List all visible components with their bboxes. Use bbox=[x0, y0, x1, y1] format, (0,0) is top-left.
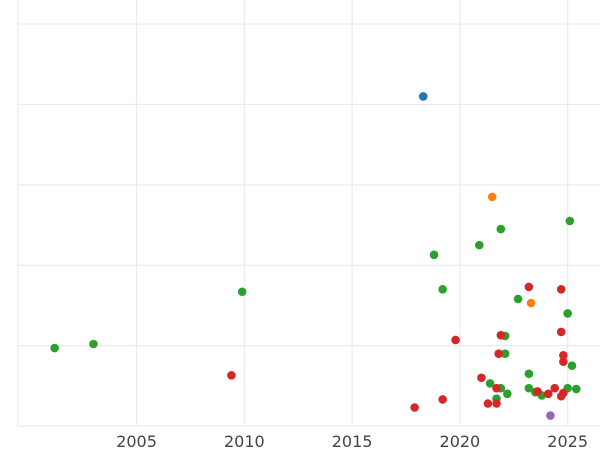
x-tick-label: 2010 bbox=[224, 432, 265, 450]
data-point bbox=[89, 339, 98, 349]
data-point bbox=[438, 395, 447, 404]
data-point bbox=[556, 285, 566, 294]
data-point bbox=[483, 399, 493, 408]
data-point bbox=[571, 384, 581, 394]
data-point bbox=[524, 282, 534, 292]
gridlines bbox=[17, 0, 600, 427]
data-point bbox=[533, 387, 542, 396]
data-point bbox=[556, 327, 566, 337]
data-point bbox=[559, 350, 568, 360]
x-tick-label: 2020 bbox=[440, 432, 481, 450]
x-tick-label: 2005 bbox=[116, 432, 157, 450]
data-point bbox=[429, 250, 439, 260]
data-point bbox=[496, 330, 506, 340]
data-point bbox=[524, 383, 534, 393]
data-point bbox=[494, 349, 503, 358]
data-point bbox=[559, 357, 568, 366]
data-point bbox=[438, 285, 447, 294]
data-point bbox=[492, 399, 501, 408]
data-point bbox=[492, 383, 501, 393]
data-point bbox=[477, 373, 486, 383]
data-point bbox=[500, 349, 510, 358]
data-point bbox=[227, 371, 236, 380]
data-point bbox=[487, 192, 497, 202]
data-point bbox=[485, 379, 495, 388]
data-point bbox=[410, 403, 419, 412]
data-point bbox=[474, 240, 484, 250]
data-point bbox=[567, 361, 577, 371]
data-point bbox=[451, 335, 460, 345]
data-point bbox=[503, 389, 512, 399]
data-point bbox=[237, 287, 247, 297]
data-point bbox=[550, 383, 560, 393]
data-point bbox=[565, 216, 575, 226]
data-point bbox=[543, 389, 553, 399]
data-point bbox=[496, 224, 506, 234]
data-point bbox=[563, 309, 572, 318]
data-point bbox=[546, 411, 555, 420]
x-tick-label: 2025 bbox=[547, 432, 588, 450]
data-point bbox=[513, 294, 523, 304]
x-axis-ticks: 2005 2010 2015 2020 2025 bbox=[116, 432, 588, 450]
data-point bbox=[418, 92, 428, 101]
x-tick-label: 2015 bbox=[332, 432, 373, 450]
data-point bbox=[50, 343, 59, 353]
data-point bbox=[526, 298, 536, 308]
data-points bbox=[50, 92, 581, 420]
data-point bbox=[524, 369, 534, 379]
data-point bbox=[559, 388, 568, 398]
